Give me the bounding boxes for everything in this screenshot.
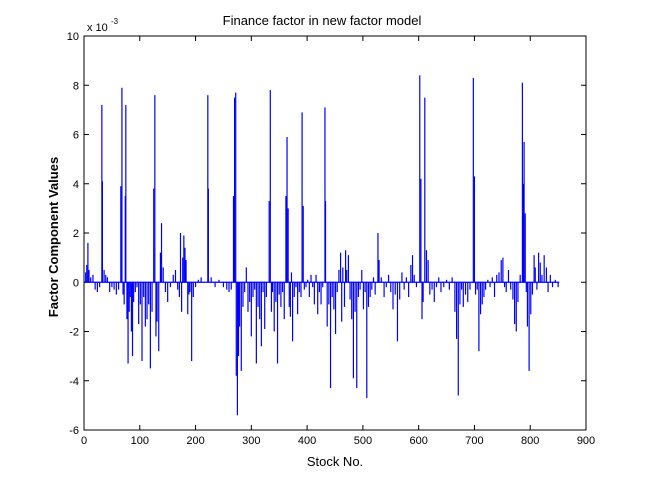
- x-tick-label: 800: [521, 435, 539, 447]
- plot-area: 0 100 200 300 400 500 600 700 800 900 -6 -4 -2 0 2 4 6 8 1…: [67, 31, 595, 447]
- y-tick-label: 8: [73, 80, 79, 92]
- x-tick-label: 600: [409, 435, 427, 447]
- x-axis-label: Stock No.: [307, 454, 363, 469]
- y-tick-label: 2: [73, 228, 79, 240]
- x-tick-label: 200: [186, 435, 204, 447]
- x-tick-label: 300: [242, 435, 260, 447]
- y-tick-label: -4: [69, 376, 79, 388]
- y-tick-label: -2: [69, 327, 79, 339]
- plot-frame: [83, 35, 587, 431]
- y-tick-label: -6: [69, 425, 79, 437]
- y-tick-label: 10: [67, 31, 79, 43]
- y-tick-label: 4: [73, 179, 79, 191]
- chart-title: Finance factor in new factor model: [223, 13, 422, 28]
- y-multiplier-label: x 10: [87, 22, 108, 34]
- y-axis-label: Factor Component Values: [46, 157, 61, 317]
- y-tick-label: 0: [73, 277, 79, 289]
- x-tick-label: 500: [354, 435, 372, 447]
- x-tick-label: 100: [131, 435, 149, 447]
- y-tick-label: 6: [73, 130, 79, 142]
- y-multiplier-exponent: -3: [111, 17, 119, 26]
- x-tick-label: 900: [577, 435, 595, 447]
- x-tick-label: 0: [81, 435, 87, 447]
- x-tick-label: 700: [465, 435, 483, 447]
- x-tick-label: 400: [298, 435, 316, 447]
